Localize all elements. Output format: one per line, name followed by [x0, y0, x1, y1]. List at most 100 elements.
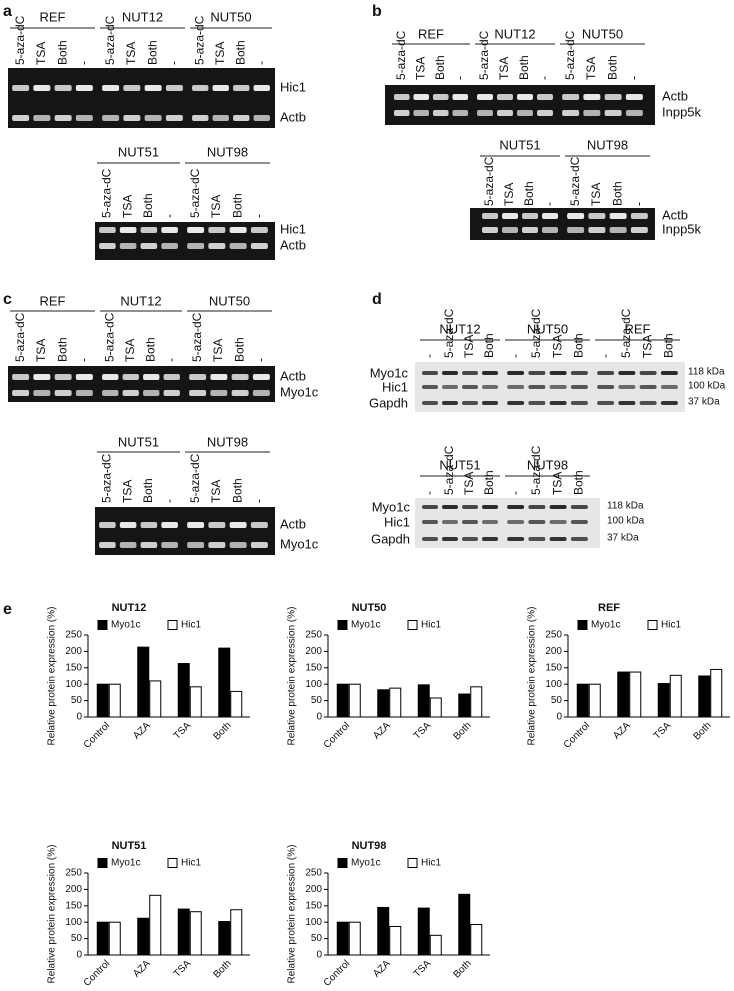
gel-band: [507, 505, 525, 509]
gel-image: [385, 85, 655, 125]
chart-title: NUT51: [112, 840, 147, 852]
lane-label: TSA: [34, 42, 48, 65]
bar: [576, 683, 589, 718]
lane-label: -: [627, 76, 641, 80]
lane-label: TSA: [120, 480, 134, 503]
lane-label: -: [452, 76, 466, 80]
lane-label: TSA: [120, 195, 134, 218]
gel-band: [102, 374, 119, 380]
band-label: Actb: [280, 516, 306, 531]
group-label: NUT51: [118, 144, 159, 159]
gel-band: [609, 213, 627, 219]
gel-band: [618, 401, 636, 405]
lane-label: Both: [572, 470, 586, 495]
lane-label: -: [167, 61, 181, 65]
gel-band: [507, 537, 525, 541]
group-label: NUT50: [209, 293, 250, 308]
gel-band: [161, 243, 178, 249]
group-label: NUT51: [439, 457, 480, 472]
band-label: Gapdh: [371, 531, 410, 546]
x-tick-label: AZA: [371, 958, 393, 980]
gel-band: [122, 374, 139, 380]
y-tick-label: 250: [65, 868, 82, 879]
lane-label: Both: [610, 181, 624, 206]
gel-band: [253, 85, 270, 91]
gel-band: [12, 115, 30, 121]
lane-label: -: [254, 358, 268, 362]
lane-label: -: [162, 214, 176, 218]
gel-band: [123, 85, 141, 91]
band-label: Myo1c: [372, 499, 411, 514]
band-label: Hic1: [384, 514, 410, 529]
lane-label: -: [508, 491, 522, 495]
legend-swatch: [337, 858, 348, 868]
gel-band: [482, 385, 498, 389]
legend-label: Myo1c: [111, 858, 140, 869]
size-label: 37 kDa: [607, 533, 639, 544]
gel-band: [588, 227, 606, 233]
gel-band: [102, 85, 120, 91]
gel-band: [33, 374, 51, 380]
lane-label: Both: [55, 40, 69, 65]
gel-band: [123, 115, 141, 121]
y-tick-label: 50: [71, 933, 83, 944]
y-tick-label: 250: [305, 630, 322, 641]
gel-band: [507, 401, 525, 405]
gel-band: [422, 385, 438, 389]
lane-label: TSA: [640, 335, 654, 358]
gel-band: [502, 227, 518, 233]
y-tick-label: 100: [305, 679, 322, 690]
y-tick-label: 100: [65, 679, 82, 690]
gel-band: [231, 374, 249, 380]
lane-label: TSA: [462, 335, 476, 358]
gel-band: [422, 505, 438, 509]
chart-title: NUT12: [112, 602, 147, 614]
gel-band: [250, 522, 268, 528]
gel-band: [54, 374, 72, 380]
y-axis-label: Relative protein expression (%): [47, 845, 58, 984]
panel-letter: d: [372, 291, 382, 308]
y-tick-label: 50: [551, 695, 563, 706]
lane-label: TSA: [209, 195, 223, 218]
bar: [137, 917, 150, 956]
gel-band: [165, 115, 183, 121]
x-tick-label: TSA: [652, 720, 674, 742]
lane-label: -: [508, 354, 522, 358]
gel-band: [102, 115, 120, 121]
x-tick-label: Control: [322, 958, 353, 989]
y-tick-label: 250: [305, 868, 322, 879]
bar: [336, 921, 349, 956]
band-label: Actb: [662, 207, 688, 222]
gel-band: [99, 542, 116, 548]
lane-label: 5-aza-dC: [100, 168, 114, 218]
bar: [149, 680, 162, 718]
gel-band: [229, 243, 247, 249]
lane-label: Both: [145, 40, 159, 65]
gel-band: [189, 390, 207, 396]
lane-label: Both: [141, 193, 155, 218]
gel-band: [528, 505, 546, 509]
gel-band: [562, 110, 580, 116]
group-label: NUT50: [527, 321, 568, 336]
x-tick-label: TSA: [412, 958, 434, 980]
size-label: 118 kDa: [607, 501, 644, 512]
gel-band: [189, 374, 207, 380]
band-label: Myo1c: [280, 384, 319, 399]
gel-band: [549, 401, 567, 405]
y-tick-label: 100: [305, 917, 322, 928]
gel-band: [482, 371, 498, 375]
gel-band: [422, 371, 438, 375]
x-tick-label: TSA: [412, 720, 434, 742]
gel-band: [119, 243, 137, 249]
gel-band: [549, 385, 567, 389]
gel-band: [208, 522, 226, 528]
y-tick-label: 200: [545, 646, 562, 657]
gel-band: [161, 227, 178, 233]
lane-label: TSA: [497, 57, 511, 80]
gel-band: [630, 227, 648, 233]
group-label: NUT98: [527, 457, 568, 472]
gel-band: [250, 227, 268, 233]
lane-label: -: [422, 354, 436, 358]
y-tick-label: 200: [305, 646, 322, 657]
